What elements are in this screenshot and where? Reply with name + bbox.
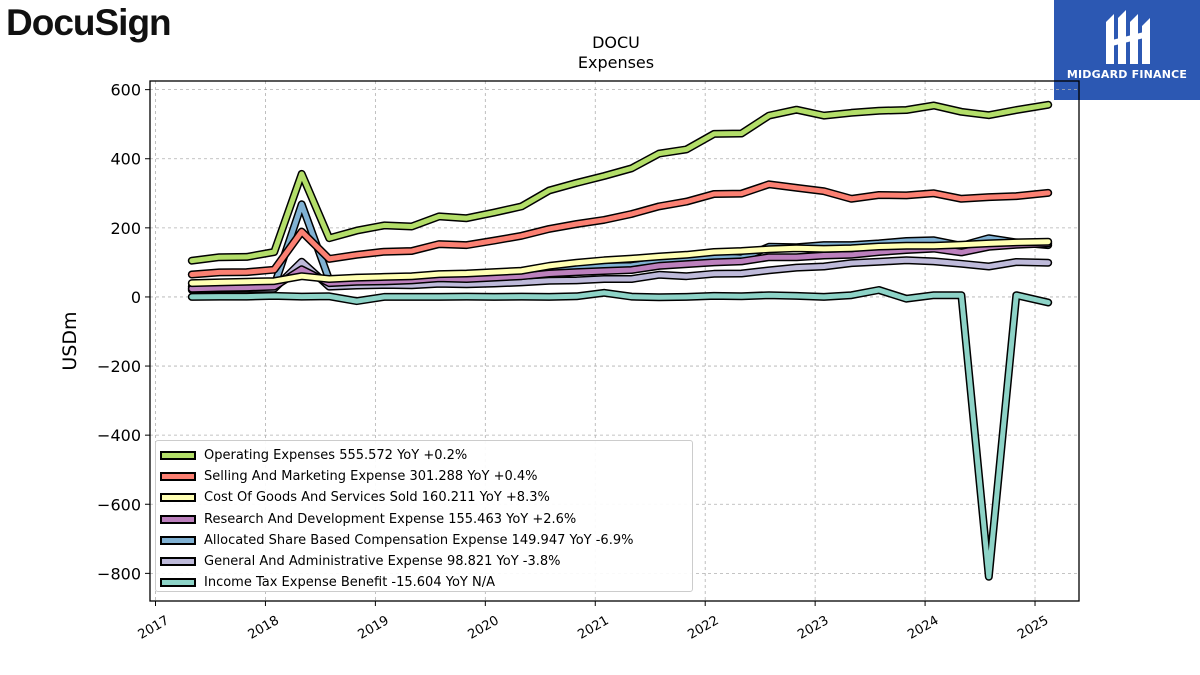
y-tick-label: 0 (131, 288, 141, 307)
midgard-logo-icon (1106, 10, 1150, 64)
legend-swatch (160, 557, 196, 567)
x-tick-label: 2018 (246, 613, 282, 643)
x-tick-label: 2022 (685, 613, 721, 643)
x-tick-label: 2024 (905, 613, 941, 643)
legend-item: General And Administrative Expense 98.82… (160, 551, 692, 572)
legend-label: Selling And Marketing Expense 301.288 Yo… (204, 469, 538, 485)
series-layer (187, 100, 1053, 581)
series-6 (187, 286, 1053, 581)
y-tick-label: −200 (97, 357, 141, 376)
x-tick-label: 2021 (575, 613, 611, 643)
x-tick-label: 2025 (1015, 613, 1051, 643)
x-tick-label: 2020 (465, 613, 501, 643)
legend-label: Cost Of Goods And Services Sold 160.211 … (204, 490, 550, 506)
legend-item: Operating Expenses 555.572 YoY +0.2% (160, 445, 692, 466)
series-line (189, 287, 1051, 580)
legend-item: Selling And Marketing Expense 301.288 Yo… (160, 466, 692, 487)
chart-legend: Operating Expenses 555.572 YoY +0.2% Sell… (155, 440, 693, 592)
y-tick-label: −600 (97, 495, 141, 514)
x-tick-label: 2023 (795, 613, 831, 643)
y-axis-label: USDm (59, 311, 81, 370)
legend-swatch (160, 451, 196, 461)
series-2 (187, 237, 1053, 288)
legend-label: Income Tax Expense Benefit -15.604 YoY N… (204, 575, 495, 591)
y-tick-label: −400 (97, 426, 141, 445)
legend-label: General And Administrative Expense 98.82… (204, 554, 561, 570)
x-tick-label: 2017 (136, 613, 172, 643)
legend-label: Operating Expenses 555.572 YoY +0.2% (204, 448, 468, 464)
series-3 (187, 239, 1053, 293)
y-tick-label: 400 (110, 150, 141, 169)
x-axis-ticks: 2017 2018 2019 2020 2021 2022 2023 2024 2025 (136, 601, 1051, 643)
series-0 (187, 100, 1053, 265)
x-tick-label: 2019 (356, 613, 392, 643)
legend-swatch (160, 472, 196, 482)
legend-swatch (160, 578, 196, 588)
legend-swatch (160, 535, 196, 545)
series-line (189, 102, 1051, 264)
series-1 (187, 180, 1053, 279)
legend-item: Allocated Share Based Compensation Expen… (160, 530, 692, 551)
chart-subtitle: Expenses (578, 53, 654, 72)
legend-item: Cost Of Goods And Services Sold 160.211 … (160, 487, 692, 508)
legend-swatch (160, 514, 196, 524)
docusign-logo: DocuSign (6, 2, 172, 43)
chart-title: DOCU (592, 33, 640, 52)
legend-label: Research And Development Expense 155.463… (204, 511, 577, 527)
series-line (189, 239, 1051, 286)
midgard-finance-badge: MIDGARD FINANCE (1054, 0, 1200, 100)
legend-item: Research And Development Expense 155.463… (160, 509, 692, 530)
legend-item: Income Tax Expense Benefit -15.604 YoY N… (160, 572, 692, 593)
y-tick-label: −800 (97, 564, 141, 583)
legend-swatch (160, 493, 196, 503)
legend-label: Allocated Share Based Compensation Expen… (204, 532, 634, 548)
y-tick-label: 600 (110, 81, 141, 100)
plot-frame (149, 80, 1080, 602)
badge-text: MIDGARD FINANCE (1066, 68, 1188, 81)
series-line (189, 181, 1051, 277)
series-line (189, 240, 1051, 292)
y-axis-ticks: 600 400 200 0 −200 −400 −600 −800 (97, 81, 150, 583)
y-tick-label: 200 (110, 219, 141, 238)
